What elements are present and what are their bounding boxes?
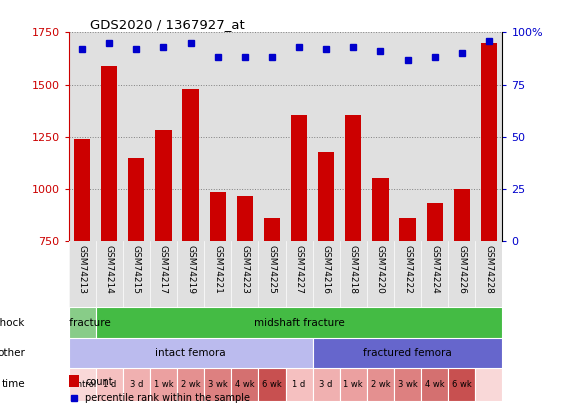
Text: GSM74220: GSM74220 bbox=[376, 245, 385, 294]
Text: 3 wk: 3 wk bbox=[397, 380, 417, 389]
Bar bbox=[204, 368, 231, 401]
Text: 4 wk: 4 wk bbox=[235, 380, 255, 389]
Text: no fracture: no fracture bbox=[53, 318, 111, 328]
Text: GSM74214: GSM74214 bbox=[104, 245, 114, 294]
Text: 4 wk: 4 wk bbox=[425, 380, 444, 389]
Text: midshaft fracture: midshaft fracture bbox=[254, 318, 344, 328]
Text: 1 d: 1 d bbox=[103, 380, 116, 389]
Bar bbox=[96, 368, 123, 401]
Bar bbox=[74, 139, 90, 241]
Bar bbox=[101, 66, 118, 241]
Text: GSM74223: GSM74223 bbox=[240, 245, 250, 294]
Text: GSM74224: GSM74224 bbox=[430, 245, 439, 294]
Text: 1 d: 1 d bbox=[292, 380, 305, 389]
Text: 3 wk: 3 wk bbox=[208, 380, 228, 389]
Text: count: count bbox=[85, 377, 112, 387]
Bar bbox=[475, 368, 502, 401]
Bar bbox=[427, 203, 443, 241]
Text: GDS2020 / 1367927_at: GDS2020 / 1367927_at bbox=[90, 18, 245, 31]
Text: percentile rank within the sample: percentile rank within the sample bbox=[85, 393, 250, 403]
Text: control: control bbox=[67, 380, 96, 389]
Text: GSM74221: GSM74221 bbox=[213, 245, 222, 294]
Bar bbox=[150, 368, 177, 401]
Bar bbox=[448, 368, 475, 401]
Text: GSM74217: GSM74217 bbox=[159, 245, 168, 294]
Bar bbox=[454, 189, 470, 241]
Bar bbox=[318, 151, 335, 241]
Text: 1 wk: 1 wk bbox=[344, 380, 363, 389]
Bar bbox=[69, 368, 96, 401]
Text: GSM74225: GSM74225 bbox=[267, 245, 276, 294]
Text: 3 d: 3 d bbox=[130, 380, 143, 389]
Bar bbox=[367, 368, 394, 401]
Text: 6 wk: 6 wk bbox=[452, 380, 472, 389]
Text: GSM74228: GSM74228 bbox=[484, 245, 493, 294]
Bar bbox=[340, 368, 367, 401]
Text: GSM74216: GSM74216 bbox=[321, 245, 331, 294]
Bar bbox=[258, 368, 286, 401]
Text: 3 d: 3 d bbox=[320, 380, 333, 389]
Text: GSM74219: GSM74219 bbox=[186, 245, 195, 294]
Text: GSM74213: GSM74213 bbox=[78, 245, 87, 294]
Text: GSM74215: GSM74215 bbox=[132, 245, 141, 294]
Bar bbox=[291, 115, 307, 241]
Text: shock: shock bbox=[0, 318, 25, 328]
Bar bbox=[286, 368, 313, 401]
Bar bbox=[313, 368, 340, 401]
Bar bbox=[394, 368, 421, 401]
Text: 6 wk: 6 wk bbox=[262, 380, 282, 389]
Text: other: other bbox=[0, 348, 25, 358]
Bar bbox=[69, 375, 79, 387]
Bar bbox=[183, 89, 199, 241]
Bar bbox=[372, 178, 389, 241]
Bar bbox=[155, 130, 172, 241]
Bar bbox=[421, 368, 448, 401]
Text: time: time bbox=[2, 379, 25, 390]
Bar bbox=[481, 43, 497, 241]
Bar bbox=[237, 196, 253, 241]
Bar bbox=[123, 368, 150, 401]
Text: fractured femora: fractured femora bbox=[363, 348, 452, 358]
Bar bbox=[313, 338, 502, 368]
Bar bbox=[128, 158, 144, 241]
Bar bbox=[177, 368, 204, 401]
Text: 2 wk: 2 wk bbox=[181, 380, 200, 389]
Text: GSM74222: GSM74222 bbox=[403, 245, 412, 294]
Bar bbox=[400, 218, 416, 241]
Text: GSM74226: GSM74226 bbox=[457, 245, 467, 294]
Bar bbox=[264, 218, 280, 241]
Text: 2 wk: 2 wk bbox=[371, 380, 390, 389]
Text: intact femora: intact femora bbox=[155, 348, 226, 358]
Bar bbox=[345, 115, 361, 241]
Text: 1 wk: 1 wk bbox=[154, 380, 173, 389]
Text: GSM74227: GSM74227 bbox=[295, 245, 304, 294]
Bar bbox=[69, 307, 96, 338]
Bar bbox=[231, 368, 258, 401]
Bar bbox=[69, 338, 313, 368]
Text: GSM74218: GSM74218 bbox=[349, 245, 358, 294]
Bar bbox=[210, 192, 226, 241]
